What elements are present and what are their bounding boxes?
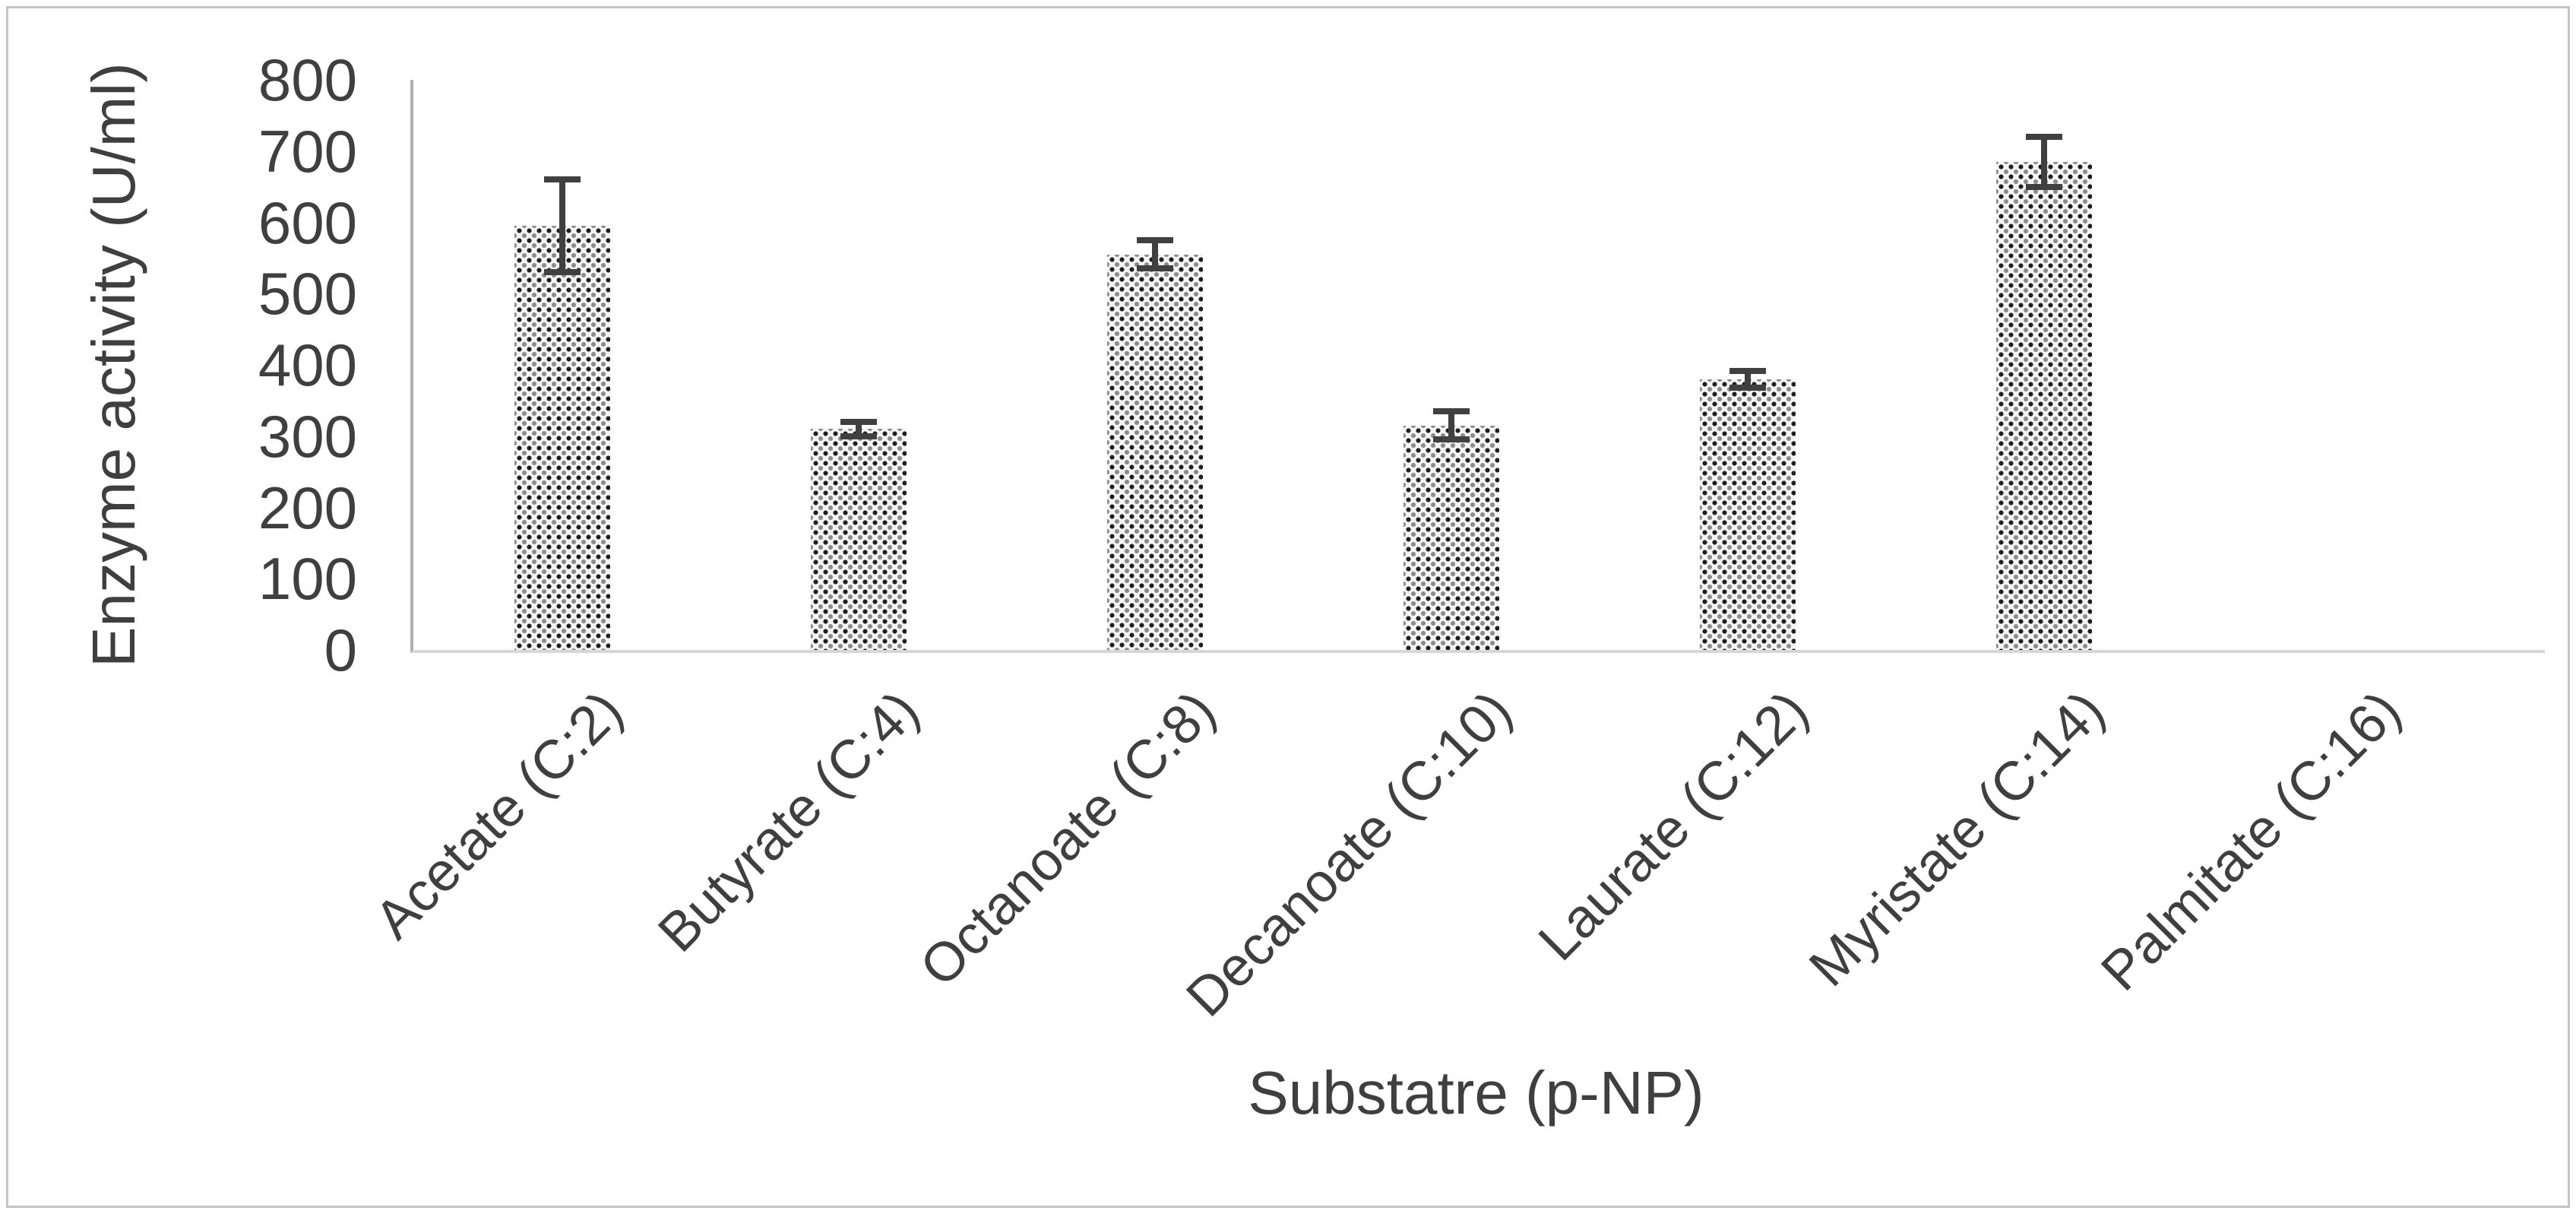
y-tick-label-0: 0 (324, 617, 357, 683)
error-bar-butyrate-c-4 (856, 422, 862, 436)
y-tick-label-500: 500 (258, 260, 357, 328)
error-bar-butyrate-c-4 (840, 433, 877, 439)
error-bar-laurate-c-12 (1729, 367, 1766, 374)
y-tick-label-400: 400 (258, 331, 357, 398)
error-bar-acetate-c-2 (544, 269, 581, 276)
bar-octanoate-c-8 (1107, 255, 1203, 650)
error-bar-acetate-c-2 (544, 176, 581, 183)
error-bar-octanoate-c-8 (1137, 236, 1173, 243)
error-bar-butyrate-c-4 (840, 419, 877, 425)
chart-border (6, 6, 2570, 1208)
error-bar-laurate-c-12 (1745, 370, 1751, 388)
plot-area (410, 80, 2545, 653)
error-bar-laurate-c-12 (1729, 385, 1766, 391)
y-tick-label-300: 300 (258, 402, 357, 470)
error-bar-myristate-c-14 (2026, 134, 2062, 140)
error-bar-decanoate-c-10 (1433, 436, 1470, 443)
bar-butyrate-c-4 (811, 429, 907, 650)
y-tick-label-800: 800 (258, 46, 357, 113)
error-bar-decanoate-c-10 (1448, 410, 1454, 440)
error-bar-decanoate-c-10 (1433, 407, 1470, 414)
y-axis-title: Enzyme activity (U/ml) (80, 62, 147, 667)
y-tick-label-600: 600 (258, 189, 357, 256)
error-bar-octanoate-c-8 (1152, 239, 1158, 269)
y-tick-label-200: 200 (258, 474, 357, 541)
error-bar-octanoate-c-8 (1137, 265, 1173, 272)
error-bar-myristate-c-14 (2041, 137, 2047, 187)
bar-decanoate-c-10 (1404, 426, 1499, 650)
bar-laurate-c-12 (1700, 379, 1796, 650)
y-tick-label-700: 700 (258, 117, 357, 185)
y-tick-label-100: 100 (258, 545, 357, 613)
x-axis-title: Substatre (p-NP) (1248, 1059, 1704, 1127)
bar-acetate-c-2 (514, 226, 610, 650)
error-bar-myristate-c-14 (2026, 183, 2062, 190)
bar-myristate-c-14 (1996, 162, 2092, 650)
error-bar-acetate-c-2 (559, 179, 565, 273)
